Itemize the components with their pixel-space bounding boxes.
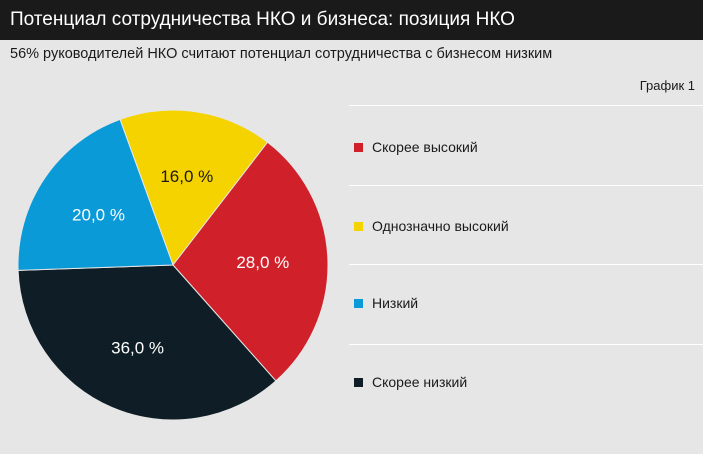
legend-item: Низкий	[354, 293, 418, 313]
legend-item: Однозначно высокий	[354, 216, 509, 236]
pie-slice	[172, 141, 329, 382]
graph-number-label: График 1	[639, 78, 695, 93]
legend-label: Однозначно высокий	[372, 218, 509, 234]
legend-item: Скорее низкий	[354, 372, 467, 392]
slice-value-label: 28,0 %	[236, 253, 289, 272]
slice-value-label: 16,0 %	[160, 167, 213, 186]
legend-label: Низкий	[372, 295, 419, 311]
legend-label: Скорее низкий	[372, 374, 468, 390]
chart-subtitle: 56% руководителей НКО считают потенциал …	[10, 46, 553, 62]
legend-label: Скорее высокий	[372, 139, 478, 155]
slice-value-label: 20,0 %	[72, 206, 125, 225]
legend-divider	[349, 264, 703, 265]
legend-swatch	[354, 221, 363, 231]
legend-divider	[349, 344, 703, 345]
legend-divider	[349, 185, 703, 186]
legend-swatch	[354, 142, 363, 152]
legend-item: Скорее высокий	[354, 137, 478, 157]
pie-slice	[119, 109, 269, 267]
chart-title: Потенциал сотрудничества НКО и бизнеса: …	[0, 0, 703, 40]
legend-swatch	[354, 298, 363, 308]
legend-divider	[349, 105, 703, 106]
pie-slice	[17, 264, 277, 421]
legend-swatch	[354, 377, 363, 387]
slice-value-label: 36,0 %	[111, 339, 164, 358]
pie-slice	[17, 118, 174, 271]
